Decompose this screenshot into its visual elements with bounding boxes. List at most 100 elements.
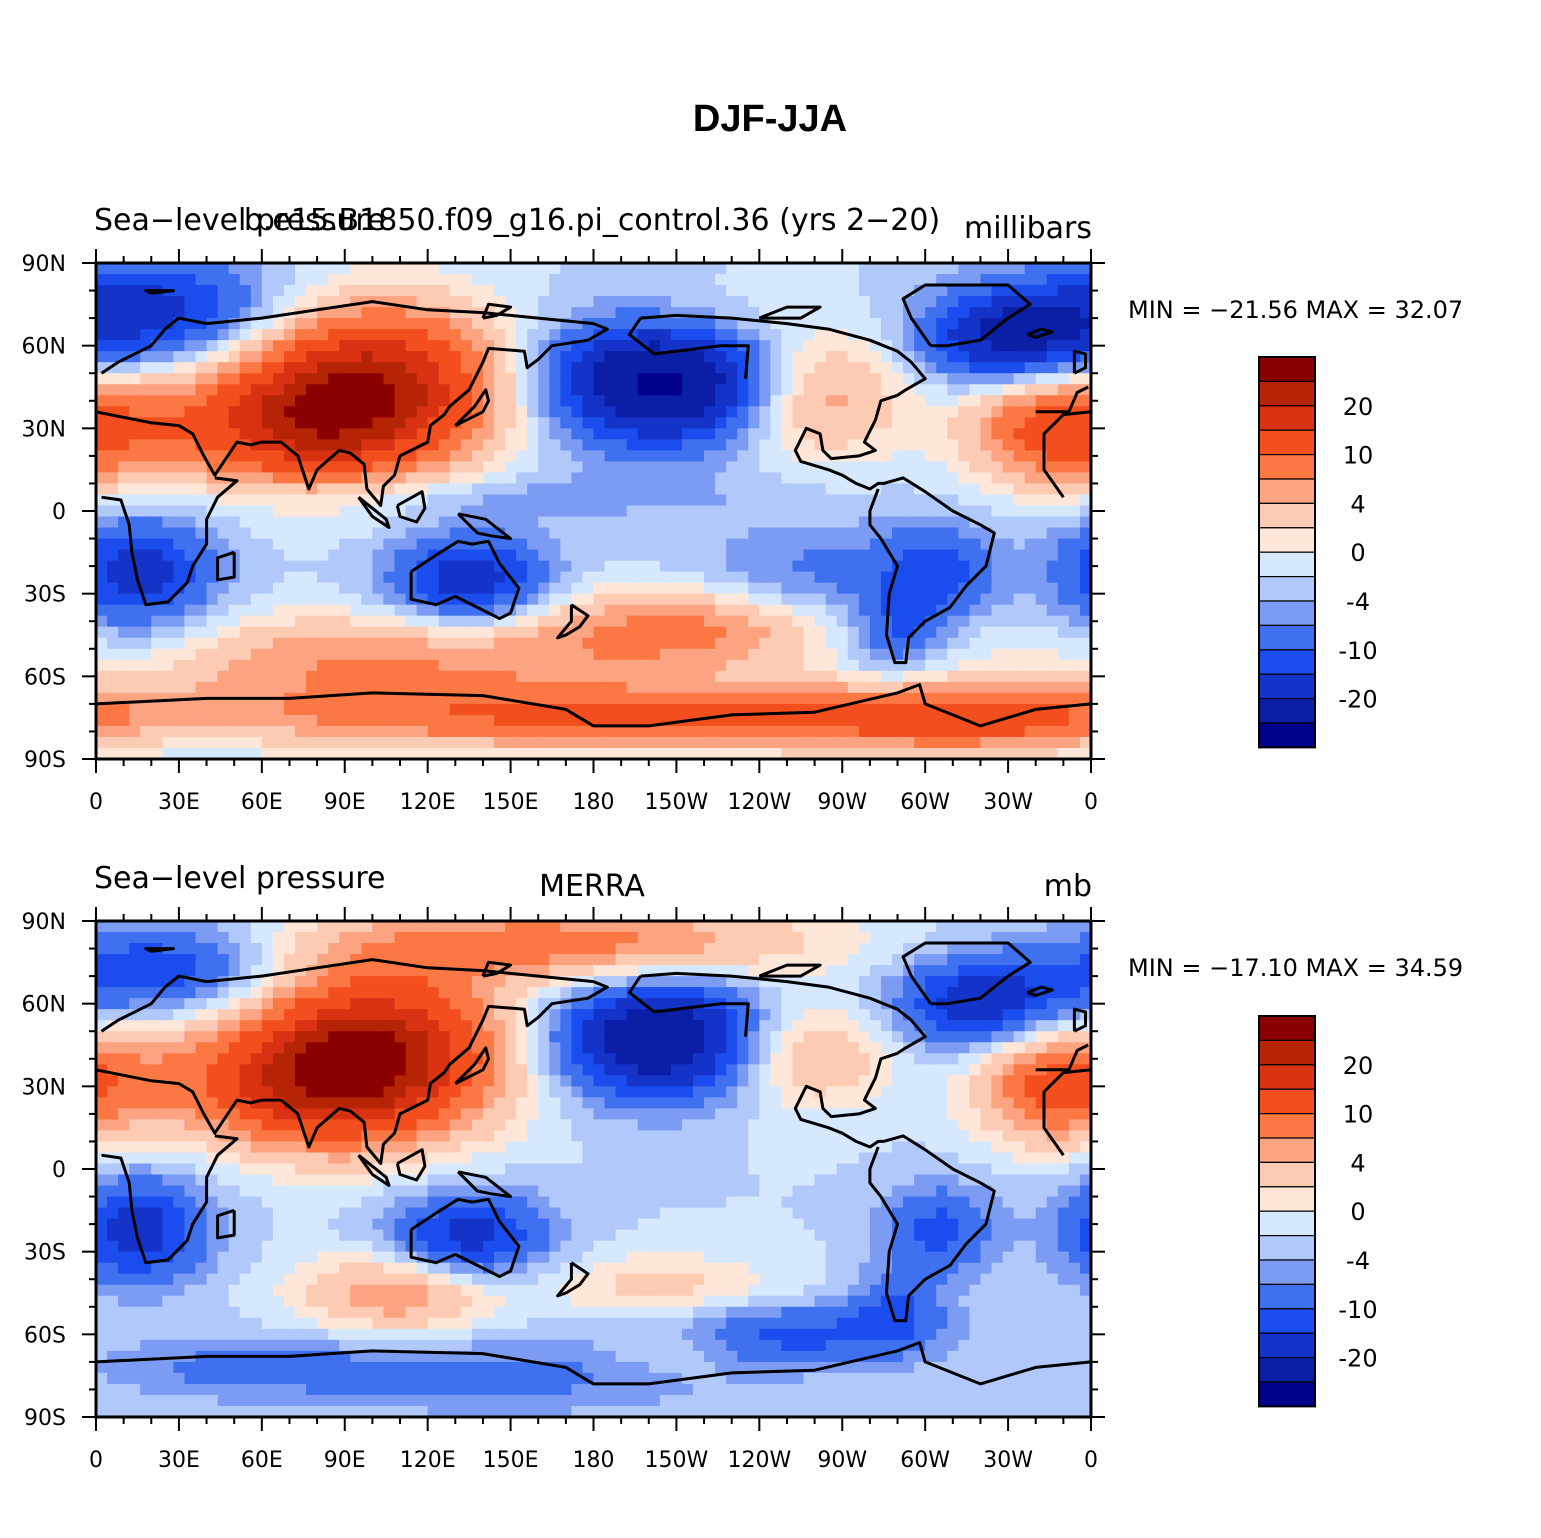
field-cell <box>659 703 672 716</box>
field-cell <box>925 461 938 474</box>
field-cell <box>593 954 606 966</box>
field-cell <box>494 538 506 551</box>
field-cell <box>394 340 407 352</box>
field-cell <box>449 318 462 330</box>
field-cell <box>1057 472 1070 485</box>
field-cell <box>538 417 551 430</box>
field-cell <box>991 736 1004 749</box>
field-cell <box>1068 263 1081 275</box>
field-cell <box>394 307 407 319</box>
field-cell <box>151 954 164 966</box>
field-cell <box>505 351 517 363</box>
field-cell <box>604 450 617 463</box>
field-cell <box>991 549 1004 562</box>
field-cell <box>394 428 407 441</box>
field-cell <box>328 296 341 308</box>
field-cell <box>958 263 971 275</box>
x-tick-label: 60W <box>900 790 950 815</box>
field-cell <box>339 571 352 584</box>
field-cell <box>604 527 617 540</box>
field-cell <box>538 351 551 363</box>
field-cell <box>825 384 838 397</box>
field-cell <box>781 921 794 933</box>
field-cell <box>693 725 705 738</box>
field-cell <box>283 736 296 749</box>
field-cell <box>1046 494 1059 507</box>
field-cell <box>1002 461 1015 474</box>
field-cell <box>814 932 827 944</box>
field-cell <box>151 274 164 286</box>
field-cell <box>571 428 584 441</box>
field-cell <box>438 384 451 397</box>
field-cell <box>593 362 606 375</box>
field-cell <box>250 296 263 308</box>
field-cell <box>96 527 108 540</box>
field-cell <box>394 998 407 1010</box>
field-cell <box>693 472 705 485</box>
map-field <box>96 263 1091 759</box>
field-cell <box>317 976 329 988</box>
field-cell <box>571 670 584 683</box>
field-cell <box>925 681 938 694</box>
field-cell <box>217 615 230 628</box>
field-cell <box>394 976 407 988</box>
field-cell <box>195 428 208 441</box>
field-cell <box>1013 626 1026 639</box>
field-cell <box>604 932 617 944</box>
field-cell <box>925 703 938 716</box>
field-cell <box>737 406 750 419</box>
field-cell <box>449 483 462 496</box>
field-cell <box>206 736 219 749</box>
field-cell <box>129 318 142 330</box>
field-cell <box>1079 976 1091 988</box>
field-cell <box>681 615 694 628</box>
field-cell <box>239 965 252 977</box>
field-cell <box>306 417 318 430</box>
field-cell <box>317 626 329 639</box>
field-cell <box>836 965 849 977</box>
field-cell <box>560 560 573 573</box>
field-cell <box>858 439 871 452</box>
field-cell <box>449 1009 462 1021</box>
field-cell <box>350 439 363 452</box>
field-cell <box>1013 428 1026 441</box>
field-cell <box>295 439 307 452</box>
field-cell <box>704 395 716 408</box>
field-cell <box>681 516 694 529</box>
field-cell <box>295 714 307 727</box>
field-cell <box>350 954 363 966</box>
field-cell <box>261 538 274 551</box>
field-cell <box>781 329 794 341</box>
field-cell <box>969 637 982 650</box>
field-cell <box>560 318 573 330</box>
field-cell <box>1024 439 1037 452</box>
field-cell <box>107 296 119 308</box>
field-cell <box>261 340 274 352</box>
field-cell <box>814 965 827 977</box>
field-cell <box>770 516 783 529</box>
field-cell <box>416 987 429 999</box>
field-cell <box>748 560 761 573</box>
field-cell <box>394 615 407 628</box>
field-cell <box>737 582 750 595</box>
field-cell <box>825 483 838 496</box>
field-cell <box>494 505 506 518</box>
field-cell <box>615 615 628 628</box>
field-cell <box>637 494 650 507</box>
field-cell <box>659 681 672 694</box>
field-cell <box>516 571 528 584</box>
field-cell <box>571 736 584 749</box>
field-cell <box>637 362 650 375</box>
field-cell <box>593 285 606 297</box>
field-cell <box>1024 998 1037 1010</box>
field-cell <box>980 461 993 474</box>
field-cell <box>936 593 949 606</box>
field-cell <box>1002 648 1015 661</box>
field-cell <box>582 571 595 584</box>
field-cell <box>438 318 451 330</box>
field-cell <box>1035 285 1048 297</box>
field-cell <box>549 670 562 683</box>
field-cell <box>969 670 982 683</box>
field-cell <box>460 340 473 352</box>
field-cell <box>781 604 794 617</box>
